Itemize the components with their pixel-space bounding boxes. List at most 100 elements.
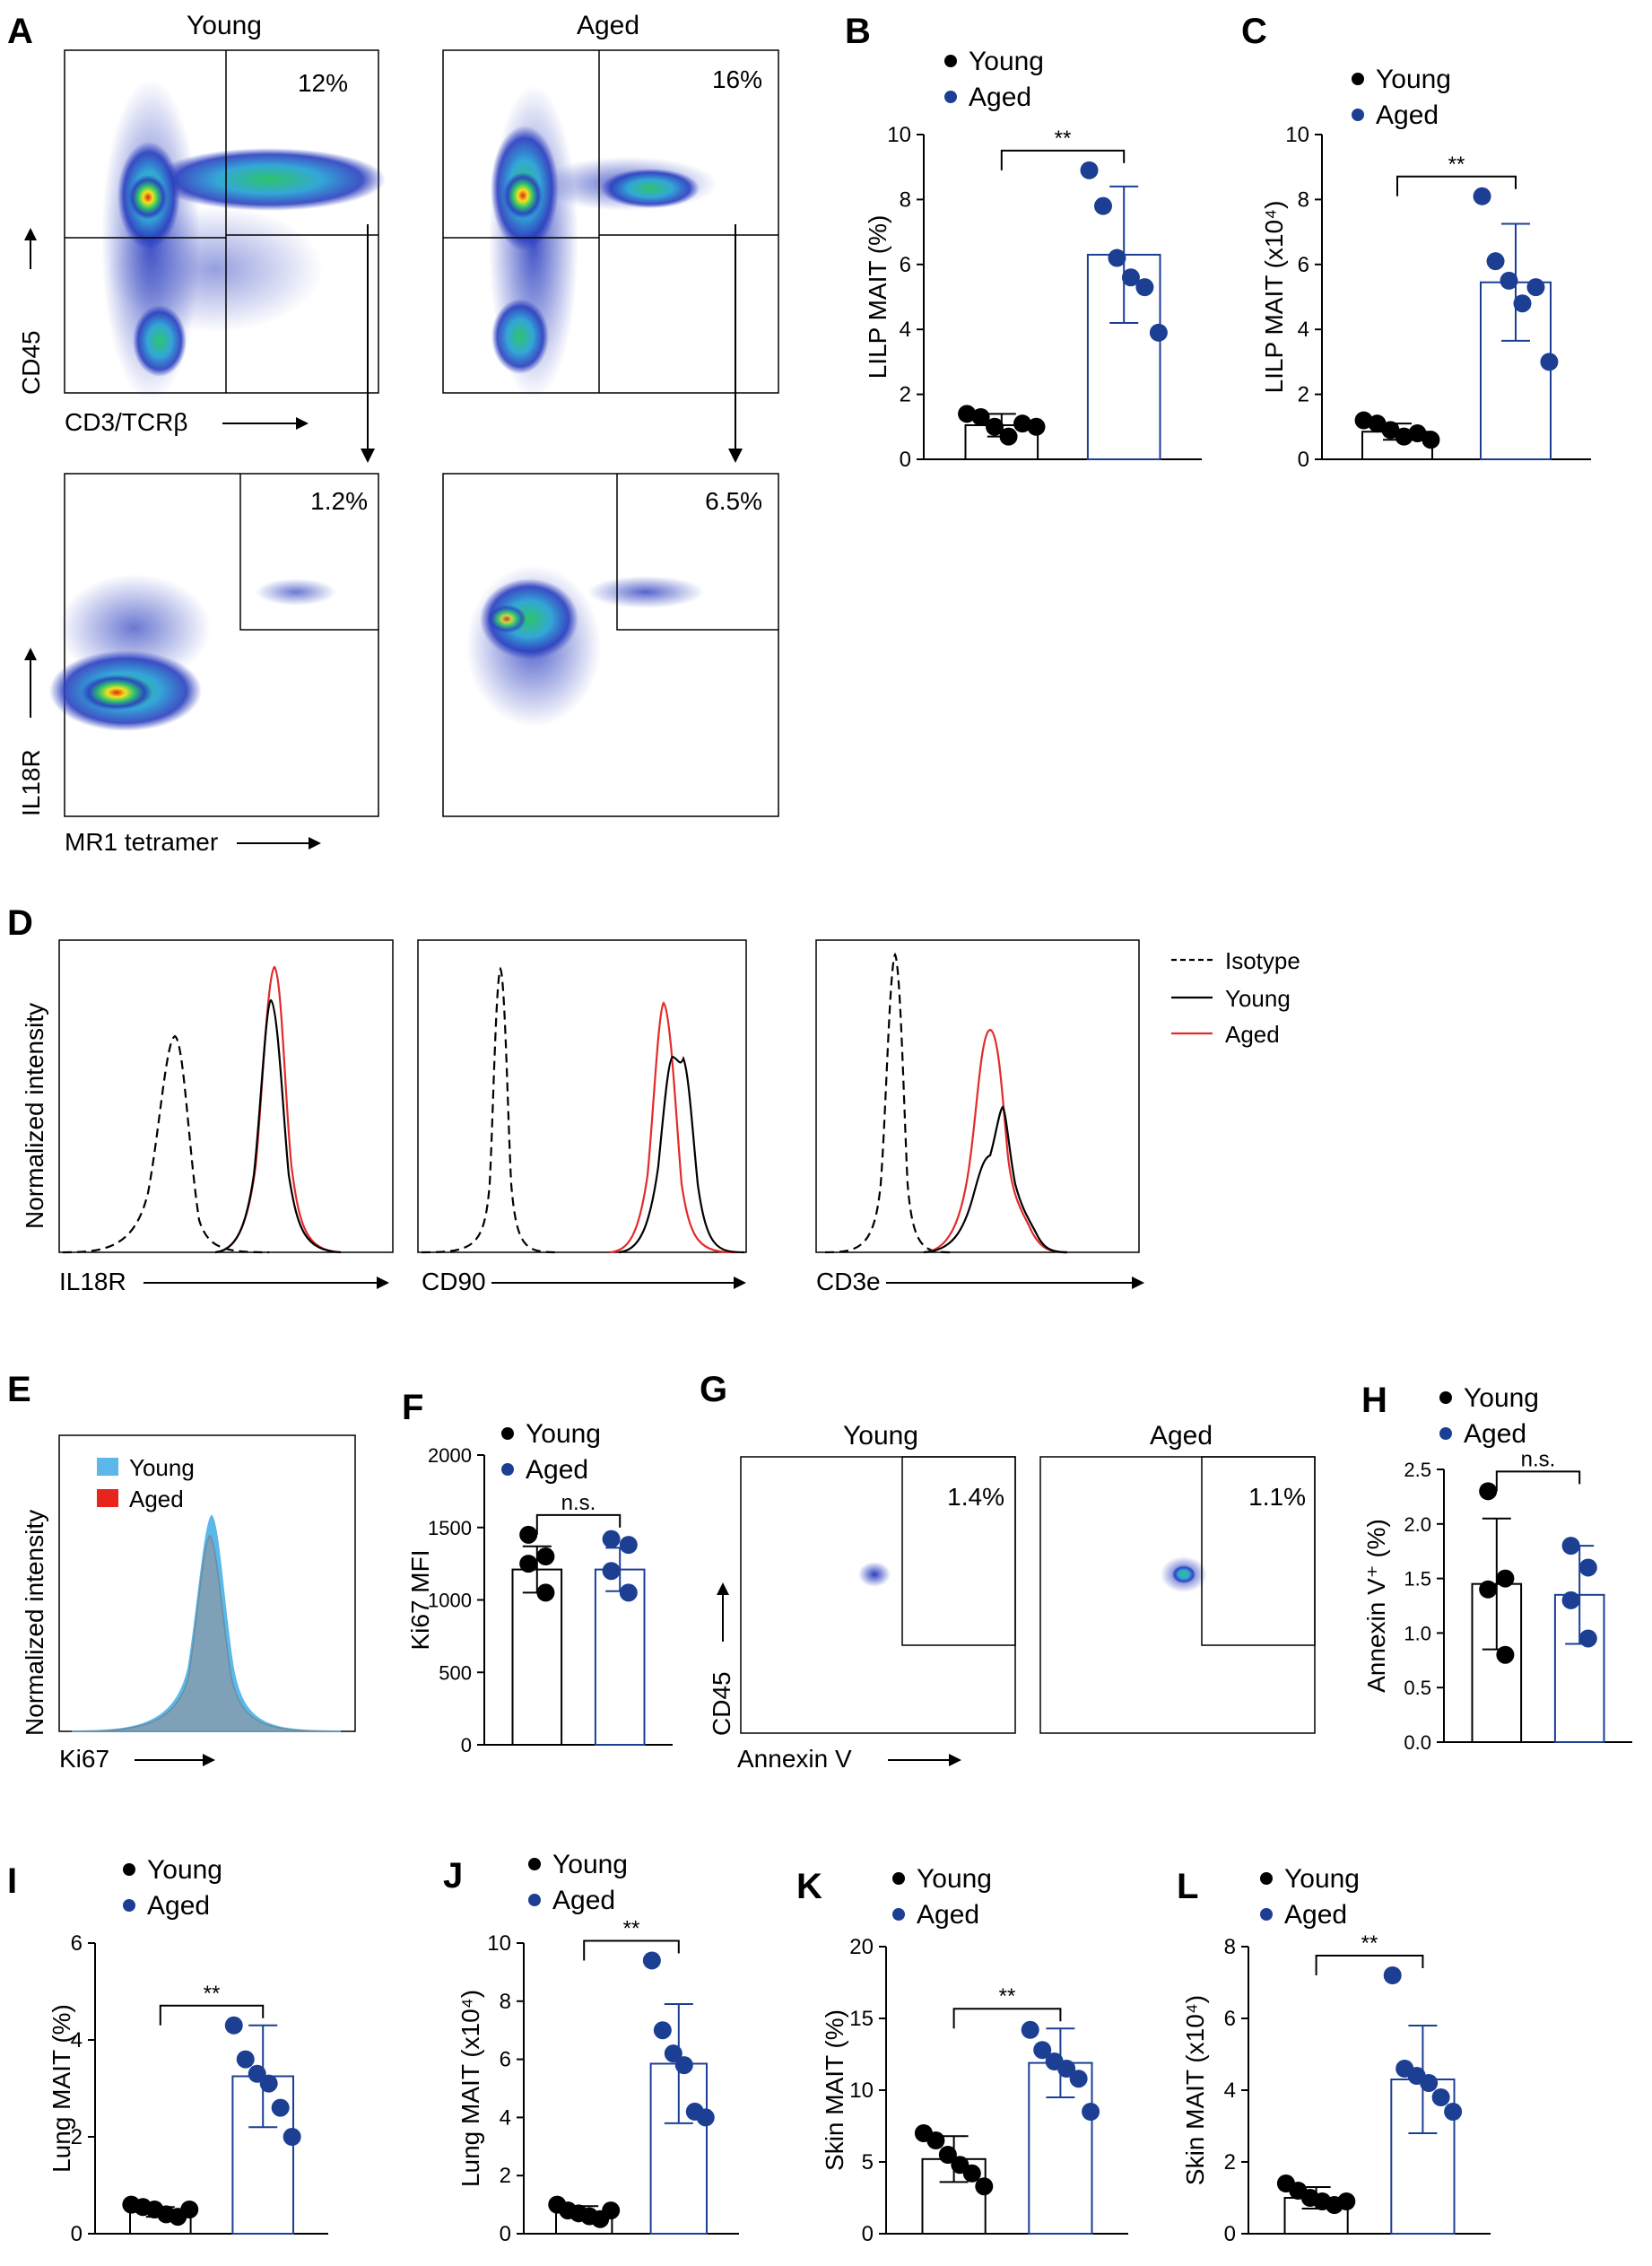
- legend-aged-h: Aged: [1464, 1419, 1526, 1449]
- legend-dot-aged-h: [1439, 1427, 1452, 1440]
- y-tick-label-h: 0.0: [1404, 1731, 1431, 1754]
- legend-dot-aged-b: [944, 91, 957, 103]
- gate-arrowhead-aged: [728, 449, 743, 463]
- legend-aged-c: Aged: [1376, 100, 1439, 130]
- data-point-young-b: [999, 427, 1018, 446]
- data-point-aged-k: [1069, 2070, 1088, 2088]
- data-point-young-c: [1354, 411, 1373, 430]
- significance-bracket-k: [952, 2008, 1062, 2029]
- legend-young-i: Young: [147, 1855, 222, 1885]
- panel-letter-j: J: [443, 1856, 463, 1896]
- y-tick-label-c: 6: [1298, 253, 1309, 277]
- legend-young-c: Young: [1376, 65, 1451, 94]
- legend-young-b: Young: [969, 47, 1044, 76]
- data-point-aged-b: [1121, 268, 1140, 287]
- histogram-cd3e: CD3e: [815, 939, 1144, 1295]
- data-point-aged-l: [1420, 2074, 1439, 2092]
- y-tick-label-l: 2: [1224, 2150, 1236, 2174]
- y-axis-label-k: Skin MAIT (%): [821, 2009, 848, 2171]
- data-point-aged-k: [1021, 2020, 1039, 2039]
- data-point-young-f: [536, 1583, 555, 1602]
- data-point-aged-j: [696, 2108, 715, 2127]
- y-axis-label-h: Annexin V⁺ (%): [1362, 1519, 1390, 1693]
- legend-dot-aged-f: [501, 1463, 514, 1476]
- y-tick-label-f: 1000: [428, 1590, 472, 1612]
- data-point-aged-i: [259, 2074, 278, 2093]
- significance-label-l: **: [1361, 1931, 1378, 1956]
- axis-label-normalized-intensity-d: Normalized intensity: [21, 1003, 48, 1229]
- y-tick-label-j: 10: [487, 1931, 511, 1956]
- col-title-aged: Aged: [577, 11, 639, 40]
- legend-young-l: Young: [1284, 1864, 1360, 1894]
- panel-letter-e: E: [7, 1370, 31, 1409]
- bar-aged-f: [594, 1568, 646, 1746]
- data-point-aged-f: [602, 1530, 621, 1548]
- y-axis-label-c: LILP MAIT (x10⁴): [1260, 201, 1288, 394]
- legend-dot-young-f: [501, 1427, 514, 1440]
- y-tick-label-k: 15: [849, 2007, 874, 2031]
- legend-aged-d: Aged: [1225, 1021, 1280, 1048]
- flow-plot-aged-annexin: 1.1%: [1039, 1456, 1316, 1734]
- y-tick-label-i: 2: [71, 2125, 83, 2149]
- panel-h: H Young Aged 0.0 0.5 1.0 1.5 2.0 2.5 Annexin V⁺ (…: [1361, 1381, 1632, 1754]
- y-tick-label-b: 4: [900, 318, 911, 342]
- data-point-young-h: [1496, 1569, 1515, 1588]
- y-tick-label-j: 6: [500, 2048, 511, 2072]
- y-tick-label-c: 2: [1298, 383, 1309, 407]
- legend-isotype: Isotype: [1225, 947, 1300, 974]
- significance-label-i: **: [204, 1982, 221, 2006]
- legend-dot-young-l: [1260, 1872, 1273, 1885]
- y-axis-label-l: Skin MAIT (x10⁴): [1181, 1995, 1209, 2185]
- legend-young-d: Young: [1225, 985, 1291, 1012]
- y-tick-label-f: 1500: [428, 1517, 472, 1539]
- panel-letter-d: D: [7, 903, 33, 943]
- significance-label-f: n.s.: [561, 1491, 596, 1515]
- data-point-aged-b: [1093, 196, 1112, 215]
- data-point-aged-h: [1561, 1537, 1580, 1556]
- data-point-young-j: [602, 2201, 621, 2220]
- panel-b: B Young Aged 0 2 4 6 8 10 LILP MAIT (%) **: [845, 12, 1202, 472]
- data-point-young-h: [1479, 1580, 1498, 1599]
- flow-plot-young-cd45: 12%: [64, 49, 386, 402]
- data-point-aged-k: [1082, 2103, 1100, 2121]
- data-point-young-k: [938, 2146, 957, 2164]
- data-point-aged-j: [642, 1951, 661, 1970]
- data-point-young-i: [180, 2201, 199, 2218]
- data-point-aged-c: [1500, 271, 1518, 290]
- significance-bracket-l: [1315, 1955, 1424, 1975]
- y-tick-label-f: 0: [461, 1734, 472, 1756]
- data-point-aged-c: [1513, 294, 1532, 313]
- y-tick-label-k: 10: [849, 2079, 874, 2103]
- legend-dot-young-k: [892, 1872, 905, 1885]
- panel-letter-b: B: [845, 12, 871, 51]
- significance-bracket-f: [535, 1513, 622, 1535]
- legend-young-e: Young: [129, 1454, 195, 1481]
- panel-i: I Young Aged 0 2 4 6 Lung MAIT (%) **: [7, 1855, 328, 2246]
- axis-label-cd45: CD45: [17, 330, 45, 395]
- panel-letter-h: H: [1361, 1381, 1387, 1420]
- data-point-young-b: [1013, 414, 1032, 433]
- gate-pct-aged-top: 16%: [712, 65, 762, 93]
- histogram-il18r: IL18R: [58, 939, 394, 1295]
- histogram-cd90: CD90: [417, 939, 747, 1295]
- y-tick-label-b: 0: [900, 448, 911, 472]
- legend-swatch-young-e: [97, 1458, 118, 1476]
- gate-pct-aged-annexin: 1.1%: [1248, 1483, 1306, 1511]
- y-axis-label-f: Ki67 MFI: [406, 1549, 434, 1650]
- y-tick-label-k: 0: [862, 2222, 874, 2246]
- y-tick-label-j: 0: [500, 2222, 511, 2246]
- significance-bracket-b: [1000, 149, 1126, 170]
- data-point-aged-b: [1149, 323, 1168, 342]
- y-tick-label-c: 0: [1298, 448, 1309, 472]
- panel-d: D Normalized intensity IL18R CD90: [7, 903, 1300, 1295]
- panel-letter-i: I: [7, 1861, 17, 1901]
- data-point-aged-c: [1540, 353, 1559, 371]
- legend-dot-aged-i: [123, 1899, 135, 1912]
- y-tick-label-c: 4: [1298, 318, 1309, 342]
- legend-swatch-aged-e: [97, 1489, 118, 1507]
- panel-l: L Young Aged 0 2 4 6 8 Skin MAIT (x10⁴) **: [1177, 1864, 1491, 2246]
- legend-aged-k: Aged: [917, 1900, 979, 1930]
- legend-young-k: Young: [917, 1864, 992, 1894]
- panel-letter-g: G: [700, 1370, 727, 1409]
- data-point-aged-i: [283, 2128, 301, 2146]
